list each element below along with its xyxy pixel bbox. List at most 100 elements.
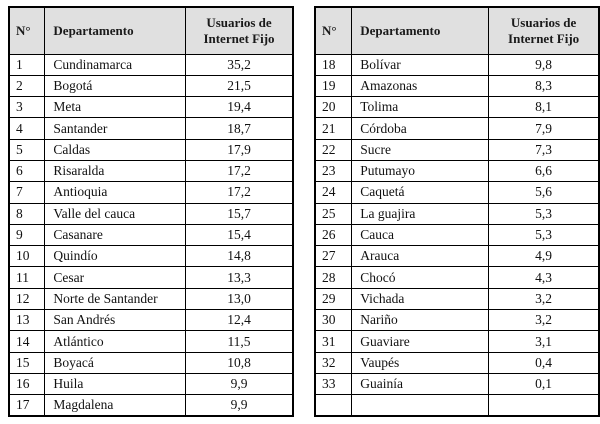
table-header-right: N° Departamento Usuarios de Internet Fij…	[314, 6, 600, 55]
department-name-cell: Guainía	[351, 372, 490, 396]
row-number-cell: 17	[8, 394, 46, 417]
internet-users-value-cell: 7,9	[488, 117, 600, 140]
internet-users-value-cell: 6,6	[488, 159, 600, 183]
internet-users-value-cell: 11,5	[185, 330, 294, 353]
table-row: 16 Huila 9,9	[8, 372, 294, 396]
internet-users-value-cell: 17,2	[185, 159, 294, 183]
department-name-cell: Tolima	[351, 96, 490, 119]
table-row: 4 Santander 18,7	[8, 117, 294, 140]
row-number-cell: 25	[314, 202, 353, 225]
table-row: 25 La guajira 5,3	[314, 202, 600, 225]
internet-users-value-cell: 10,8	[185, 351, 294, 374]
internet-users-value-cell: 0,1	[488, 372, 600, 396]
department-name-cell: Casanare	[44, 223, 186, 247]
table-row: 7 Antioquia 17,2	[8, 181, 294, 204]
row-number-cell: 7	[8, 181, 46, 204]
row-number-cell: 19	[314, 74, 353, 98]
row-number-cell: 28	[314, 266, 353, 289]
internet-users-value-cell: 9,8	[488, 53, 600, 76]
internet-users-value-cell: 17,9	[185, 138, 294, 161]
table-row: 21 Córdoba 7,9	[314, 117, 600, 140]
row-number-cell: 15	[8, 351, 46, 374]
row-number-cell: 20	[314, 96, 353, 119]
row-number-cell: 26	[314, 223, 353, 247]
department-name-cell: La guajira	[351, 202, 490, 225]
internet-users-value-cell: 8,1	[488, 96, 600, 119]
internet-users-table-left: N° Departamento Usuarios de Internet Fij…	[8, 6, 294, 418]
row-number-cell: 31	[314, 330, 353, 353]
table-row: 31 Guaviare 3,1	[314, 330, 600, 353]
internet-users-value-cell: 8,3	[488, 74, 600, 98]
row-number-cell: 10	[8, 245, 46, 268]
table-row: 26 Cauca 5,3	[314, 223, 600, 247]
table-row: 20 Tolima 8,1	[314, 96, 600, 119]
table-row: 13 San Andrés 12,4	[8, 309, 294, 332]
table-row: 29 Vichada 3,2	[314, 287, 600, 311]
internet-users-table-right: N° Departamento Usuarios de Internet Fij…	[314, 6, 600, 418]
department-name-cell: Norte de Santander	[44, 287, 186, 311]
department-name-cell	[351, 394, 490, 417]
internet-users-value-cell: 17,2	[185, 181, 294, 204]
table-row: 22 Sucre 7,3	[314, 138, 600, 161]
table-row: 8 Valle del cauca 15,7	[8, 202, 294, 225]
internet-users-value-cell: 0,4	[488, 351, 600, 374]
table-row: 30 Nariño 3,2	[314, 309, 600, 332]
department-name-cell: Caldas	[44, 138, 186, 161]
internet-users-value-cell: 7,3	[488, 138, 600, 161]
table-row: 24 Caquetá 5,6	[314, 181, 600, 204]
internet-users-value-cell: 9,9	[185, 394, 294, 417]
department-name-cell: Meta	[44, 96, 186, 119]
row-number-cell: 21	[314, 117, 353, 140]
table-row	[314, 394, 600, 417]
department-name-cell: Bogotá	[44, 74, 186, 98]
table-row: 9 Casanare 15,4	[8, 223, 294, 247]
row-number-cell: 5	[8, 138, 46, 161]
table-row: 2 Bogotá 21,5	[8, 74, 294, 98]
internet-users-value-cell: 19,4	[185, 96, 294, 119]
internet-users-value-cell: 13,3	[185, 266, 294, 289]
department-name-cell: Quindío	[44, 245, 186, 268]
internet-users-value-cell: 18,7	[185, 117, 294, 140]
department-name-cell: San Andrés	[44, 309, 186, 332]
header-users-column: Usuarios de Internet Fijo	[488, 6, 600, 55]
internet-users-value-cell: 13,0	[185, 287, 294, 311]
row-number-cell: 3	[8, 96, 46, 119]
table-body-left: 1 Cundinamarca 35,2 2 Bogotá 21,5 3 Meta 19,4 4 Sa…	[8, 53, 294, 417]
internet-users-value-cell: 9,9	[185, 372, 294, 396]
department-name-cell: Bolívar	[351, 53, 490, 76]
department-name-cell: Cundinamarca	[44, 53, 186, 76]
internet-users-value-cell: 3,2	[488, 309, 600, 332]
department-name-cell: Huila	[44, 372, 186, 396]
table-row: 15 Boyacá 10,8	[8, 351, 294, 374]
row-number-cell	[314, 394, 353, 417]
department-name-cell: Risaralda	[44, 159, 186, 183]
table-row: 33 Guainía 0,1	[314, 372, 600, 396]
table-row: 18 Bolívar 9,8	[314, 53, 600, 76]
table-row: 23 Putumayo 6,6	[314, 159, 600, 183]
department-name-cell: Nariño	[351, 309, 490, 332]
department-name-cell: Magdalena	[44, 394, 186, 417]
row-number-cell: 23	[314, 159, 353, 183]
table-row: 28 Chocó 4,3	[314, 266, 600, 289]
row-number-cell: 32	[314, 351, 353, 374]
department-name-cell: Atlántico	[44, 330, 186, 353]
table-row: 19 Amazonas 8,3	[314, 74, 600, 98]
internet-users-value-cell: 5,6	[488, 181, 600, 204]
internet-users-value-cell: 15,7	[185, 202, 294, 225]
row-number-cell: 14	[8, 330, 46, 353]
table-row: 11 Cesar 13,3	[8, 266, 294, 289]
header-number-column: N°	[8, 6, 46, 55]
header-number-column: N°	[314, 6, 353, 55]
department-name-cell: Córdoba	[351, 117, 490, 140]
department-name-cell: Putumayo	[351, 159, 490, 183]
internet-users-value-cell: 14,8	[185, 245, 294, 268]
row-number-cell: 2	[8, 74, 46, 98]
table-header-left: N° Departamento Usuarios de Internet Fij…	[8, 6, 294, 55]
table-row: 17 Magdalena 9,9	[8, 394, 294, 417]
table-row: 6 Risaralda 17,2	[8, 159, 294, 183]
table-row: 14 Atlántico 11,5	[8, 330, 294, 353]
row-number-cell: 11	[8, 266, 46, 289]
row-number-cell: 18	[314, 53, 353, 76]
table-row: 10 Quindío 14,8	[8, 245, 294, 268]
department-name-cell: Sucre	[351, 138, 490, 161]
